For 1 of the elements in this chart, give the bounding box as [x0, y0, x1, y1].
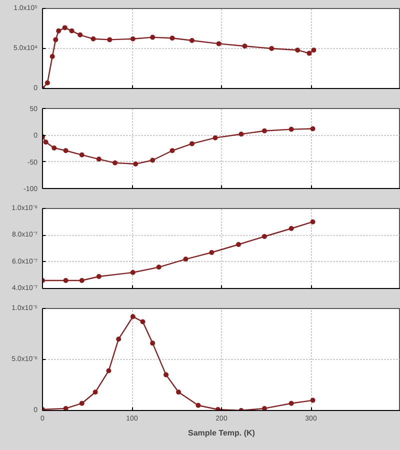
x-axis-title: Sample Temp. (K) [188, 428, 256, 438]
